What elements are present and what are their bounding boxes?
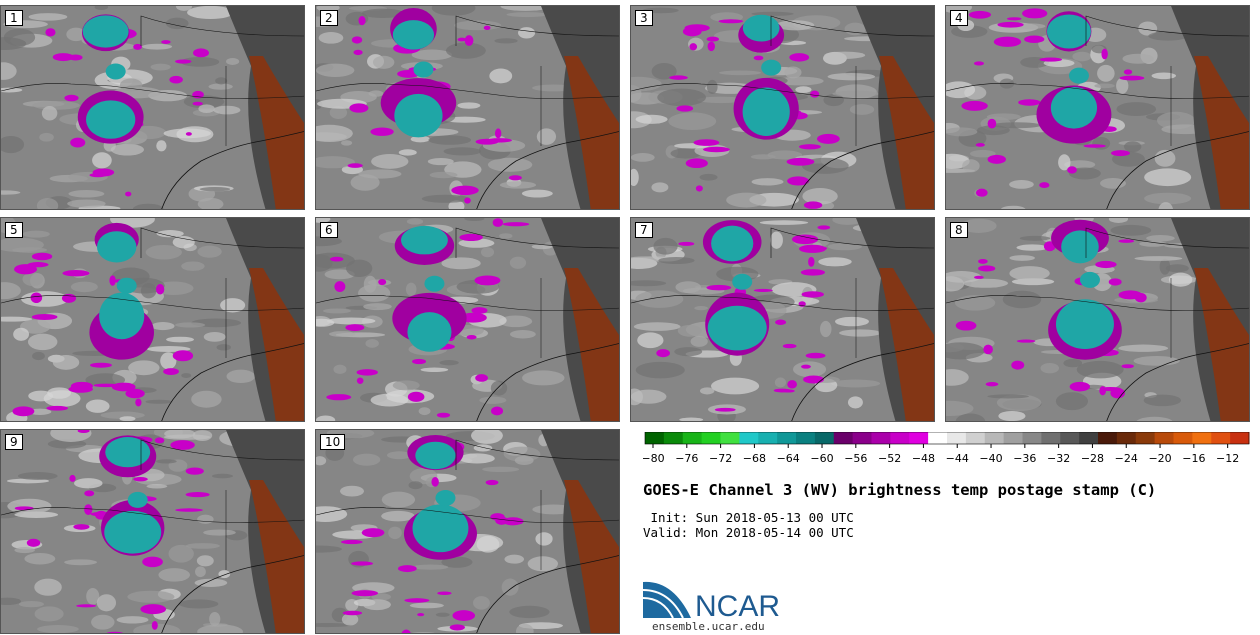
colorbar-swatch — [758, 432, 778, 444]
init-time: Init: Sun 2018-05-13 00 UTC — [643, 510, 854, 525]
colorbar-tick-label: −36 — [1013, 452, 1036, 465]
panel-number: 2 — [320, 10, 338, 26]
panel-number: 9 — [5, 434, 23, 450]
logo-text: NCAR — [695, 590, 780, 622]
colorbar-swatch — [814, 432, 835, 444]
colorbar-swatch — [890, 432, 910, 444]
panel-number: 8 — [950, 222, 968, 238]
colorbar-swatch — [871, 432, 891, 444]
colorbar-tick-label: −48 — [912, 452, 935, 465]
panel-number: 4 — [950, 10, 968, 26]
colorbar-tick-label: −40 — [979, 452, 1002, 465]
panel-number: 3 — [635, 10, 653, 26]
colorbar-swatch — [965, 432, 986, 444]
colorbar-swatch — [682, 432, 703, 444]
map-panel: 7 — [630, 217, 935, 422]
figure-title: GOES-E Channel 3 (WV) brightness temp po… — [643, 481, 1157, 499]
colorbar: −80 −76 −72 −68 −64 −60 −56 −52 −48 −44 −40 −36 −32−… — [643, 432, 1250, 465]
colorbar-swatch — [1116, 432, 1137, 444]
colorbar-swatch — [739, 432, 759, 444]
map-panel: 5 — [0, 217, 305, 422]
panel-number: 5 — [5, 222, 23, 238]
colorbar-swatch — [796, 432, 816, 444]
colorbar-swatch — [984, 432, 1005, 444]
colorbar-tick-label: −32 — [1047, 452, 1070, 465]
colorbar-swatch — [833, 432, 854, 444]
colorbar-swatch — [720, 432, 740, 444]
colorbar-swatch — [1079, 432, 1099, 444]
colorbar-tick-label: −60 — [810, 452, 833, 465]
ncar-logo: NCAR — [642, 578, 793, 626]
colorbar-swatch — [1154, 432, 1174, 444]
colorbar-swatch — [1098, 432, 1118, 444]
colorbar-tick-label: −24 — [1115, 452, 1138, 465]
colorbar-tick-label: −56 — [844, 452, 867, 465]
colorbar-swatch — [701, 432, 721, 444]
map-panel: 1 — [0, 5, 305, 210]
colorbar-swatch — [1041, 432, 1061, 444]
colorbar-tick-label: −16 — [1182, 452, 1205, 465]
colorbar-swatch — [1060, 432, 1080, 444]
colorbar-swatch — [1173, 432, 1193, 444]
colorbar-swatch — [947, 432, 967, 444]
colorbar-tick-label: −52 — [878, 452, 901, 465]
map-panel: 10 — [315, 429, 620, 634]
colorbar-tick-label: −28 — [1081, 452, 1104, 465]
colorbar-swatch — [928, 432, 948, 444]
website-url: ensemble.ucar.edu — [652, 620, 765, 633]
map-panel: 9 — [0, 429, 305, 634]
valid-time: Valid: Mon 2018-05-14 00 UTC — [643, 525, 854, 540]
colorbar-swatch — [852, 432, 872, 444]
panel-number: 10 — [320, 434, 346, 450]
map-panel: 3 — [630, 5, 935, 210]
map-panel: 6 — [315, 217, 620, 422]
panel-number: 6 — [320, 222, 338, 238]
colorbar-tick-label: −68 — [743, 452, 766, 465]
colorbar-tick-label: −20 — [1148, 452, 1171, 465]
colorbar-swatch — [1211, 432, 1231, 444]
colorbar-tick-label: −64 — [777, 452, 800, 465]
colorbar-swatch — [1192, 432, 1212, 444]
map-panel: 2 — [315, 5, 620, 210]
colorbar-swatch — [1230, 432, 1250, 444]
colorbar-swatch — [645, 432, 665, 444]
colorbar-swatch — [1022, 432, 1042, 444]
colorbar-swatch — [777, 432, 797, 444]
colorbar-tick-label: −72 — [709, 452, 732, 465]
colorbar-tick-label: −44 — [946, 452, 969, 465]
colorbar-tick-label: −12 — [1216, 452, 1239, 465]
panel-number: 7 — [635, 222, 653, 238]
colorbar-tick-label: −76 — [675, 452, 698, 465]
colorbar-swatch — [1135, 432, 1156, 444]
map-panel: 8 — [945, 217, 1250, 422]
panel-number: 1 — [5, 10, 23, 26]
colorbar-swatch — [909, 432, 929, 444]
colorbar-tick-label: −80 — [643, 452, 665, 465]
map-panel: 4 — [945, 5, 1250, 210]
colorbar-swatch — [1003, 432, 1023, 444]
colorbar-swatch — [663, 432, 684, 444]
